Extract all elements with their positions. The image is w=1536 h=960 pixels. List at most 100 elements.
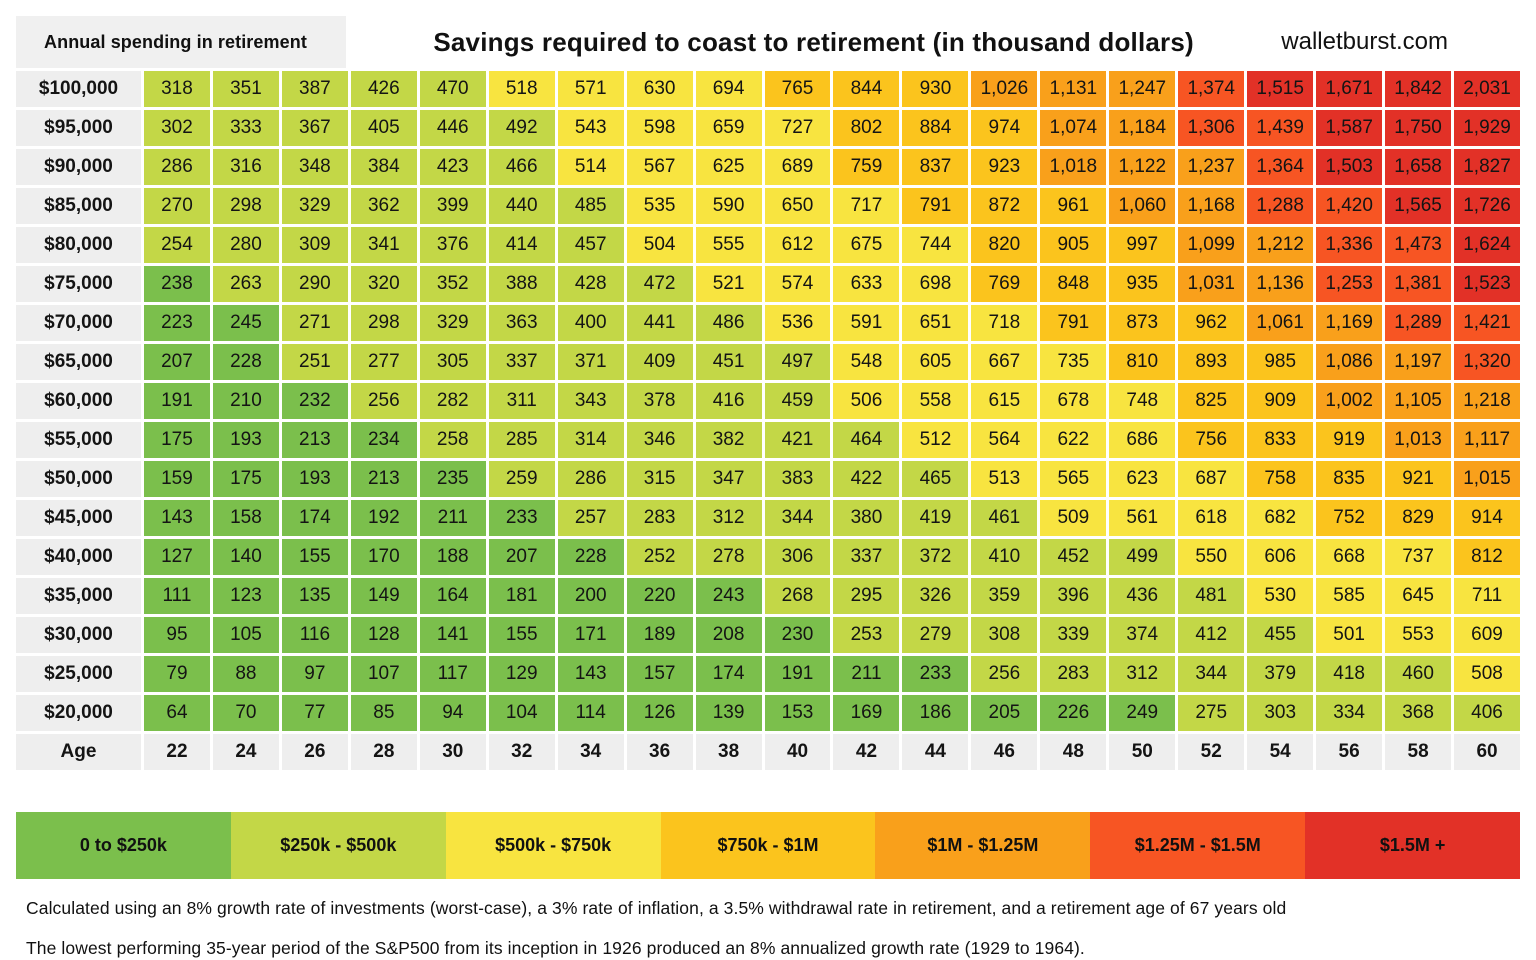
heatmap-cell: 659: [695, 110, 762, 146]
heatmap-cell: 678: [1040, 383, 1107, 419]
heatmap-cell: 514: [557, 149, 624, 185]
heatmap-cell: 337: [488, 344, 555, 380]
heatmap-cell: 561: [1109, 500, 1176, 536]
heatmap-cell: 95: [144, 617, 210, 653]
heatmap-cell: 158: [212, 500, 279, 536]
row-label: $40,000: [16, 539, 141, 575]
heatmap-cell: 536: [764, 305, 831, 341]
heatmap-cell: 535: [626, 188, 693, 224]
heatmap-cell: 571: [557, 71, 624, 107]
heatmap-cell: 974: [971, 110, 1038, 146]
heatmap-cell: 341: [350, 227, 417, 263]
heatmap-cell: 114: [557, 695, 624, 731]
heatmap-cell: 418: [1316, 656, 1383, 692]
heatmap-cell: 346: [626, 422, 693, 458]
heatmap-cell: 384: [350, 149, 417, 185]
heatmap-cell: 1,105: [1385, 383, 1452, 419]
heatmap-cell: 97: [281, 656, 348, 692]
heatmap-cell: 396: [1040, 578, 1107, 614]
heatmap-cell: 585: [1316, 578, 1383, 614]
heatmap-cell: 140: [212, 539, 279, 575]
heatmap-cell: 1,587: [1316, 110, 1383, 146]
site-label: walletburst.com: [1281, 28, 1448, 55]
heatmap-cell: 200: [557, 578, 624, 614]
heatmap-cell: 553: [1385, 617, 1452, 653]
heatmap-cell: 651: [902, 305, 969, 341]
heatmap-cell: 1,750: [1385, 110, 1452, 146]
heatmap-cell: 228: [557, 539, 624, 575]
heatmap-cell: 352: [419, 266, 486, 302]
heatmap-cell: 226: [1040, 695, 1107, 731]
row-label: $60,000: [16, 383, 141, 419]
heatmap-cell: 64: [144, 695, 210, 731]
heatmap-cell: 512: [902, 422, 969, 458]
heatmap-cell: 752: [1316, 500, 1383, 536]
heatmap-cell: 329: [419, 305, 486, 341]
heatmap-cell: 235: [419, 461, 486, 497]
age-cell: 30: [419, 734, 486, 770]
heatmap-cell: 1,421: [1454, 305, 1520, 341]
heatmap-cell: 558: [902, 383, 969, 419]
heatmap-cell: 412: [1178, 617, 1245, 653]
heatmap-cell: 735: [1040, 344, 1107, 380]
heatmap-cell: 422: [833, 461, 900, 497]
heatmap-cell: 1,288: [1247, 188, 1314, 224]
heatmap-cell: 1,827: [1454, 149, 1520, 185]
heatmap-cell: 334: [1316, 695, 1383, 731]
heatmap-cell: 508: [1454, 656, 1520, 692]
heatmap-cell: 1,015: [1454, 461, 1520, 497]
heatmap-cell: 318: [144, 71, 210, 107]
heatmap-cell: 410: [971, 539, 1038, 575]
heatmap-cell: 70: [212, 695, 279, 731]
age-cell: 54: [1247, 734, 1314, 770]
heatmap-cell: 758: [1247, 461, 1314, 497]
heatmap-cell: 343: [557, 383, 624, 419]
heatmap-cell: 748: [1109, 383, 1176, 419]
heatmap-cell: 141: [419, 617, 486, 653]
heatmap-cell: 455: [1247, 617, 1314, 653]
row-label: $35,000: [16, 578, 141, 614]
page-title: Savings required to coast to retirement …: [433, 26, 1194, 57]
heatmap-cell: 1,306: [1178, 110, 1245, 146]
heatmap-cell: 1,336: [1316, 227, 1383, 263]
heatmap-cell: 504: [626, 227, 693, 263]
heatmap-cell: 835: [1316, 461, 1383, 497]
heatmap-cell: 791: [902, 188, 969, 224]
row-label: $70,000: [16, 305, 141, 341]
heatmap-cell: 460: [1385, 656, 1452, 692]
heatmap-cell: 192: [350, 500, 417, 536]
heatmap-cell: 1,671: [1316, 71, 1383, 107]
heatmap-cell: 211: [419, 500, 486, 536]
heatmap-cell: 1,726: [1454, 188, 1520, 224]
heatmap-cell: 135: [281, 578, 348, 614]
heatmap-cell: 143: [557, 656, 624, 692]
heatmap-cell: 230: [764, 617, 831, 653]
heatmap-cell: 175: [212, 461, 279, 497]
heatmap-cell: 543: [557, 110, 624, 146]
heatmap-cell: 645: [1385, 578, 1452, 614]
heatmap-cell: 844: [833, 71, 900, 107]
heatmap-cell: 1,002: [1316, 383, 1383, 419]
heatmap-cell: 309: [281, 227, 348, 263]
age-cell: 40: [764, 734, 831, 770]
heatmap-cell: 344: [1178, 656, 1245, 692]
heatmap-cell: 116: [281, 617, 348, 653]
heatmap-cell: 1,184: [1109, 110, 1176, 146]
heatmap-cell: 188: [419, 539, 486, 575]
heatmap-cell: 372: [902, 539, 969, 575]
heatmap-cell: 193: [281, 461, 348, 497]
age-cell: 56: [1316, 734, 1383, 770]
legend-item: 0 to $250k: [16, 812, 231, 879]
heatmap-cell: 550: [1178, 539, 1245, 575]
heatmap-cell: 935: [1109, 266, 1176, 302]
heatmap-cell: 302: [144, 110, 210, 146]
heatmap-table: $100,000 318 351 387 426 470 518 571 630 694 765 84…: [16, 71, 1520, 770]
age-cell: 26: [281, 734, 348, 770]
heatmap-cell: 79: [144, 656, 210, 692]
heatmap-cell: 308: [971, 617, 1038, 653]
heatmap-cell: 765: [764, 71, 831, 107]
heatmap-cell: 312: [695, 500, 762, 536]
heatmap-cell: 509: [1040, 500, 1107, 536]
heatmap-cell: 436: [1109, 578, 1176, 614]
heatmap-cell: 254: [144, 227, 210, 263]
